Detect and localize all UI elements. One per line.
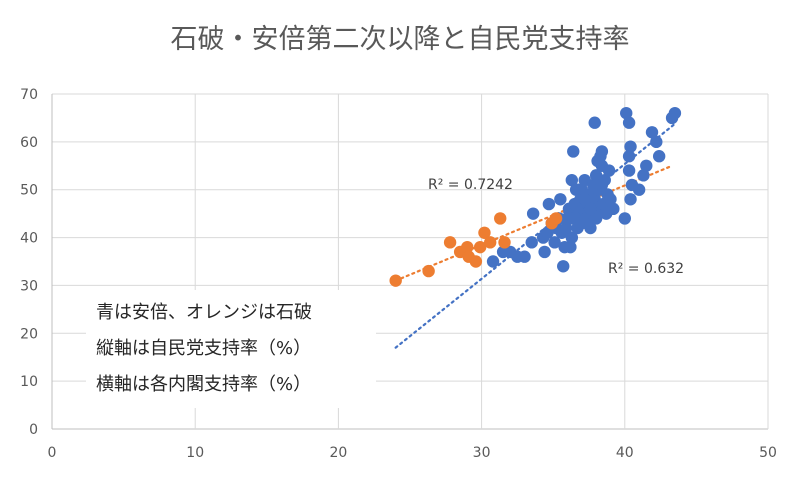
data-point (620, 106, 633, 120)
r-squared-label: R² = 0.7242 (428, 177, 513, 193)
data-point (565, 173, 579, 187)
data-point (486, 255, 500, 268)
data-point (645, 126, 659, 139)
data-point (595, 178, 609, 192)
data-point (589, 212, 603, 225)
data-point (622, 164, 636, 177)
y-tick-label: 10 (20, 374, 38, 390)
data-point (525, 236, 538, 249)
data-point (494, 212, 507, 225)
data-point (469, 255, 483, 268)
data-point (668, 106, 682, 120)
data-point (637, 169, 650, 182)
data-point (478, 226, 491, 239)
data-point (578, 193, 591, 206)
data-point (624, 193, 637, 206)
data-point (548, 236, 561, 249)
data-point (618, 212, 631, 225)
data-point (567, 145, 580, 158)
data-point (557, 260, 570, 273)
data-points (389, 106, 682, 287)
data-point (584, 202, 597, 216)
y-tick-label: 20 (20, 326, 38, 342)
data-point (588, 116, 601, 129)
trendline (394, 164, 674, 282)
data-point (542, 197, 556, 211)
data-point (565, 231, 579, 244)
data-point (422, 264, 435, 278)
y-tick-label: 70 (20, 87, 38, 103)
y-tick-label: 0 (29, 422, 38, 438)
data-point (607, 202, 620, 216)
data-point (652, 150, 666, 163)
annotation-line: 横軸は各内閣支持率（%） (96, 374, 311, 395)
data-point (572, 183, 586, 196)
data-point (549, 212, 563, 225)
data-point (632, 183, 646, 196)
tick-labels: 0 10 20 30 40 50 60 70 0 10 20 30 40 50 (20, 87, 777, 461)
data-point (584, 221, 597, 235)
x-tick-label: 50 (759, 445, 777, 461)
data-point (624, 140, 637, 153)
data-point (595, 145, 609, 158)
data-point (650, 135, 663, 149)
y-tick-label: 30 (20, 278, 38, 294)
data-point (604, 193, 617, 206)
data-point (498, 236, 511, 249)
chart-title: 石破・安倍第二次以降と自民党支持率 (171, 24, 630, 55)
x-tick-label: 10 (186, 445, 204, 461)
data-point (591, 154, 604, 168)
data-point (518, 250, 531, 263)
data-point (622, 116, 636, 129)
data-point (564, 240, 577, 254)
data-point (461, 240, 474, 254)
data-point (538, 245, 551, 259)
r-squared-label: R² = 0.632 (608, 261, 684, 277)
data-point (554, 193, 567, 206)
data-point (526, 207, 540, 220)
data-point (473, 240, 487, 254)
data-point (443, 236, 457, 249)
data-point (483, 236, 497, 249)
x-tick-label: 0 (48, 445, 57, 461)
y-tick-label: 40 (20, 231, 38, 247)
data-point (622, 150, 636, 163)
x-tick-label: 30 (473, 445, 491, 461)
x-tick-label: 40 (616, 445, 634, 461)
trendlines: R² = 0.632 R² = 0.7242 (394, 121, 684, 349)
data-point (389, 274, 402, 287)
data-point (640, 159, 653, 172)
x-tick-label: 20 (329, 445, 347, 461)
data-point (602, 164, 616, 177)
annotation-line: 縦軸は自民党支持率（%） (96, 338, 311, 359)
annotation-background (86, 290, 376, 408)
data-point (559, 221, 573, 235)
y-tick-label: 60 (20, 135, 38, 151)
annotation-line: 青は安倍、オレンジは石破 (96, 302, 312, 323)
y-tick-label: 50 (20, 183, 38, 199)
